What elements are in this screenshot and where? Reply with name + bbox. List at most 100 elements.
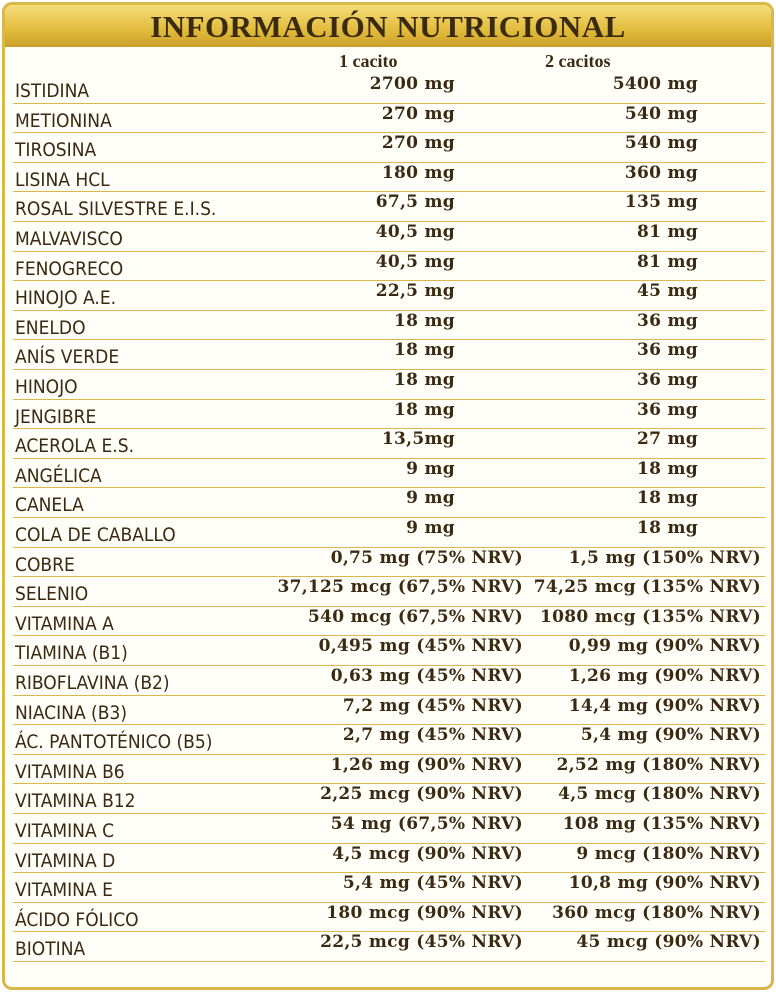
nutrient-name: VITAMINA C (15, 820, 115, 842)
dose-2-cacitos: 1080 mcg (135% NRV) (540, 606, 761, 627)
dose-2-cacitos: 45 mg (637, 281, 698, 302)
table-row: HINOJO 18 mg 36 mg (13, 370, 765, 400)
table-row: VITAMINA B12 2,25 mcg (90% NRV) 4,5 mcg (1… (13, 784, 765, 814)
nutrient-name: SELENIO (15, 583, 89, 606)
table-row: MALVAVISCO 40,5 mg 81 mg (13, 222, 765, 252)
dose-2-cacitos: 360 mg (624, 162, 698, 183)
nutrient-name: METIONINA (15, 109, 112, 132)
table-row: ROSAL SILVESTRE E.I.S. 67,5 mg 135 mg (13, 192, 765, 222)
dose-2-cacitos: 36 mg (637, 370, 698, 390)
table-row: TIAMINA (B1) 0,495 mg (45% NRV) 0,99 mg (9… (13, 636, 765, 666)
table-row: ÁC. PANTOTÉNICO (B5) 2,7 mg (45% NRV) 5,4 … (13, 725, 765, 755)
nutrient-name: JENGIBRE (15, 405, 97, 428)
nutrient-name: ISTIDINA (15, 80, 90, 102)
dose-2-cacitos: 360 mcg (180% NRV) (552, 902, 761, 923)
dose-1-cacito: 7,2 mg (45% NRV) (342, 695, 523, 716)
nutrient-name: CANELA (15, 494, 84, 517)
dose-1-cacito: 2,25 mcg (90% NRV) (320, 784, 523, 805)
dose-2-cacitos: 0,99 mg (90% NRV) (568, 636, 761, 657)
nutrient-name: COBRE (15, 553, 75, 576)
dose-1-cacito: 9 mg (406, 518, 455, 538)
nutrient-name: RIBOFLAVINA (B2) (15, 672, 170, 694)
nutrient-name: ACEROLA E.S. (15, 435, 135, 458)
nutrient-name: TIAMINA (B1) (15, 642, 128, 665)
dose-2-cacitos: 10,8 mg (90% NRV) (568, 873, 761, 894)
dose-1-cacito: 22,5 mg (375, 281, 455, 302)
nutrient-name: NIACINA (B3) (15, 701, 127, 724)
dose-1-cacito: 270 mg (381, 133, 455, 154)
dose-1-cacito: 2,7 mg (45% NRV) (342, 725, 523, 746)
table-row: COBRE 0,75 mg (75% NRV) 1,5 mg (150% NRV) (13, 548, 765, 578)
nutrient-name: ROSAL SILVESTRE E.I.S. (15, 198, 217, 221)
table-row: LISINA HCL 180 mg 360 mg (13, 163, 765, 193)
dose-1-cacito: 180 mg (381, 162, 455, 183)
nutrient-name: FENOGRECO (15, 257, 124, 280)
table-row: TIROSINA 270 mg 540 mg (13, 133, 765, 163)
table-row: RIBOFLAVINA (B2) 0,63 mg (45% NRV) 1,26 mg… (13, 666, 765, 696)
table-row: CANELA 9 mg 18 mg (13, 488, 765, 518)
table-row: BIOTINA 22,5 mcg (45% NRV) 45 mcg (90% NRV… (13, 932, 765, 962)
dose-2-cacitos: 540 mg (624, 133, 698, 154)
nutrient-name: HINOJO (15, 376, 78, 398)
dose-2-cacitos: 81 mg (637, 251, 698, 272)
dose-1-cacito: 40,5 mg (375, 222, 455, 242)
dose-2-cacitos: 5400 mg (612, 74, 698, 94)
nutrient-name: HINOJO A.E. (15, 287, 117, 310)
dose-2-cacitos: 5,4 mg (90% NRV) (580, 725, 761, 746)
dose-2-cacitos: 2,52 mg (180% NRV) (556, 754, 761, 775)
nutrient-name: ÁC. PANTOTÉNICO (B5) (15, 731, 213, 754)
dose-2-cacitos: 18 mg (637, 488, 698, 509)
dose-2-cacitos: 81 mg (637, 222, 698, 242)
nutrient-name: VITAMINA B12 (15, 790, 136, 813)
dose-2-cacitos: 14,4 mg (90% NRV) (568, 695, 761, 716)
table-row: COLA DE CABALLO 9 mg 18 mg (13, 518, 765, 548)
nutrient-name: VITAMINA A (15, 612, 114, 635)
nutrient-name: ANGÉLICA (15, 464, 102, 487)
table-row: ANGÉLICA 9 mg 18 mg (13, 459, 765, 489)
table-row: VITAMINA A 540 mcg (67,5% NRV) 1080 mcg (1… (13, 607, 765, 637)
dose-2-cacitos: 36 mg (637, 399, 698, 420)
nutrient-name: ANÍS VERDE (15, 346, 120, 369)
dose-1-cacito: 4,5 mcg (90% NRV) (332, 843, 523, 864)
dose-2-cacitos: 36 mg (637, 340, 698, 361)
nutrient-name: VITAMINA E (15, 879, 113, 902)
dose-2-cacitos: 74,25 mcg (135% NRV) (533, 577, 761, 598)
table-row: VITAMINA B6 1,26 mg (90% NRV) 2,52 mg (180… (13, 755, 765, 785)
nutrient-name: VITAMINA D (15, 849, 116, 872)
dose-2-cacitos: 1,26 mg (90% NRV) (568, 666, 761, 686)
table-row: VITAMINA C 54 mg (67,5% NRV) 108 mg (135% … (13, 814, 765, 844)
nutrient-name: COLA DE CABALLO (15, 524, 176, 546)
dose-2-cacitos: 18 mg (637, 518, 698, 538)
dose-1-cacito: 13,5mg (381, 429, 455, 450)
dose-1-cacito: 67,5 mg (375, 192, 455, 213)
dose-2-cacitos: 540 mg (624, 103, 698, 124)
dose-2-cacitos: 18 mg (637, 458, 698, 479)
column-header: 2 cacitos (545, 51, 611, 71)
table-row: METIONINA 270 mg 540 mg (13, 104, 765, 134)
dose-2-cacitos: 1,5 mg (150% NRV) (568, 547, 761, 568)
nutrient-name: BIOTINA (15, 938, 86, 961)
dose-2-cacitos: 27 mg (637, 429, 698, 450)
dose-2-cacitos: 4,5 mcg (180% NRV) (558, 784, 761, 805)
dose-1-cacito: 18 mg (394, 370, 455, 390)
table-row: HINOJO A.E. 22,5 mg 45 mg (13, 281, 765, 311)
column-header: 1 cacito (339, 51, 398, 71)
table-row: VITAMINA D 4,5 mcg (90% NRV) 9 mcg (180% N… (13, 844, 765, 874)
table-row: ACEROLA E.S. 13,5mg 27 mg (13, 429, 765, 459)
table-row: SELENIO 37,125 mcg (67,5% NRV) 74,25 mcg (… (13, 577, 765, 607)
dose-1-cacito: 270 mg (381, 103, 455, 124)
dose-1-cacito: 37,125 mcg (67,5% NRV) (277, 577, 523, 598)
table-row: ENELDO 18 mg 36 mg (13, 311, 765, 341)
title: INFORMACIÓN NUTRICIONAL (5, 5, 771, 47)
dose-1-cacito: 0,63 mg (45% NRV) (330, 666, 523, 686)
nutrient-name: MALVAVISCO (15, 228, 123, 250)
table-row: NIACINA (B3) 7,2 mg (45% NRV) 14,4 mg (90%… (13, 696, 765, 726)
dose-2-cacitos: 9 mcg (180% NRV) (576, 843, 761, 864)
dose-1-cacito: 40,5 mg (375, 251, 455, 272)
dose-1-cacito: 18 mg (394, 340, 455, 361)
table-row: VITAMINA E 5,4 mg (45% NRV) 10,8 mg (90% N… (13, 873, 765, 903)
table-row: FENOGRECO 40,5 mg 81 mg (13, 252, 765, 282)
dose-1-cacito: 2700 mg (369, 74, 455, 94)
